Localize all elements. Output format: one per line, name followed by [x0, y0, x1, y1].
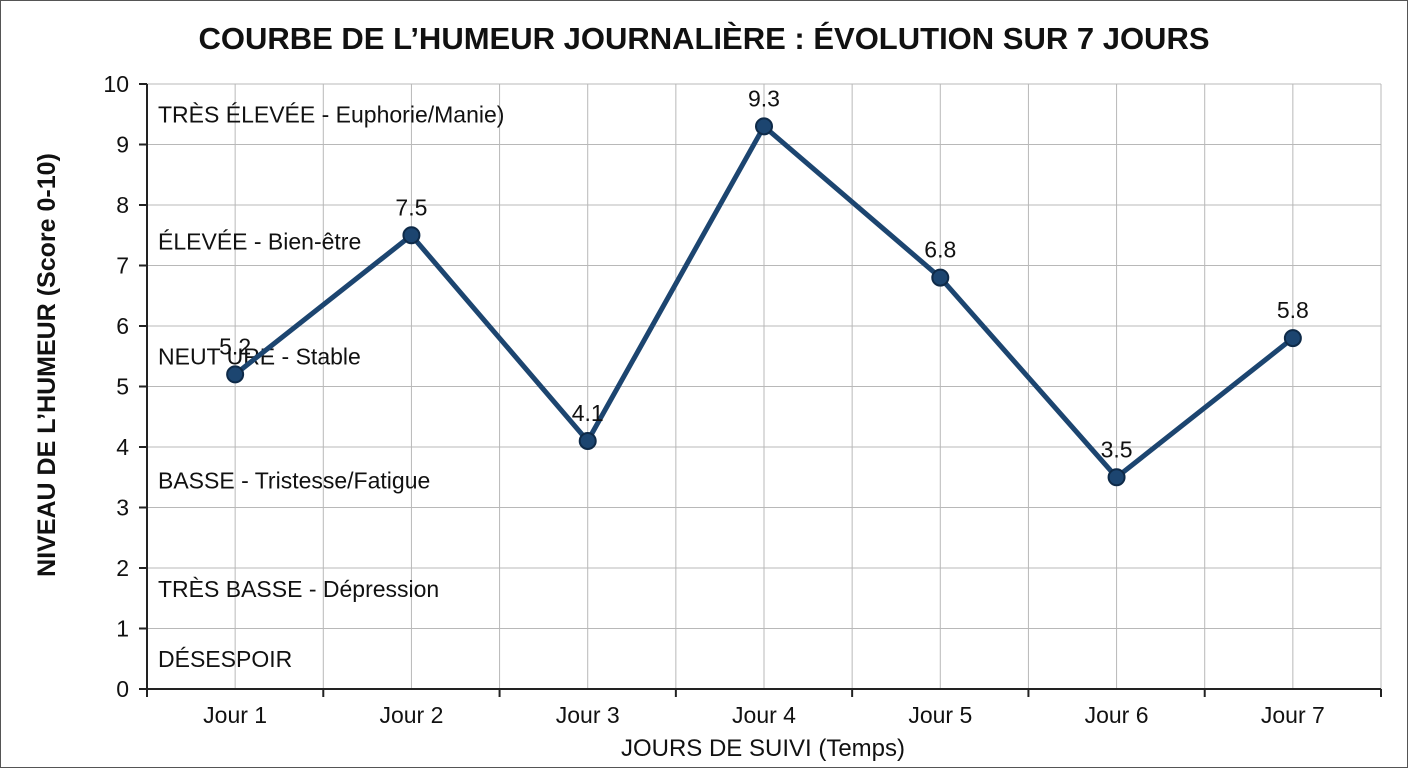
x-tick-label: Jour 6 [1085, 702, 1149, 728]
x-tick-label: Jour 3 [556, 702, 620, 728]
zone-label: TRÈS ÉLEVÉE - Euphorie/Manie) [158, 101, 504, 127]
y-tick-label: 0 [116, 676, 129, 702]
data-point [931, 268, 950, 287]
y-tick-label: 8 [116, 192, 129, 218]
data-point [226, 365, 245, 384]
zone-label: BASSE - Tristesse/Fatigue [158, 467, 430, 493]
y-tick-label: 6 [116, 313, 129, 339]
data-label: 7.5 [395, 194, 427, 220]
zone-label: TRÈS BASSE - Dépression [158, 576, 439, 602]
y-tick-label: 4 [116, 434, 129, 460]
data-point [1283, 329, 1302, 348]
zone-label: DÉSESPOIR [158, 646, 292, 672]
data-point [755, 117, 773, 136]
x-tick-label: Jour 2 [379, 702, 443, 728]
data-point [402, 226, 421, 245]
x-axis-title: JOURS DE SUIVI (Temps) [621, 735, 905, 762]
y-axis-title: NIVEAU DE L’HUMEUR (Score 0-10) [33, 153, 61, 577]
y-tick-label: 10 [103, 71, 129, 97]
x-tick-label: Jour 7 [1261, 702, 1325, 728]
y-tick-label: 7 [116, 253, 129, 279]
y-tick-label: 1 [116, 616, 129, 642]
y-tick-label: 2 [116, 555, 129, 581]
chart-title: COURBE DE L’HUMEUR JOURNALIÈRE : ÉVOLUTI… [198, 21, 1209, 56]
series-mood [226, 117, 1302, 487]
zone-label: ÉLEVÉE - Bien-être [158, 228, 361, 254]
y-tick-label: 5 [116, 374, 129, 400]
data-label: 3.5 [1101, 436, 1133, 462]
data-label: 9.3 [748, 85, 780, 111]
data-labels: 5.2 7.5 4.1 9.3 6.8 3.5 5.8 [219, 85, 1309, 462]
data-label: 5.2 [219, 333, 251, 359]
data-label: 6.8 [924, 237, 956, 263]
x-tick-label: Jour 1 [203, 702, 267, 728]
axes: 0 1 2 3 4 5 6 7 8 9 10 Jour 1 Jour 2 Jour 3 Jour 4 Jour… [103, 71, 1382, 728]
data-point [578, 431, 597, 450]
grid [147, 83, 1382, 690]
y-tick-label: 3 [116, 495, 129, 521]
data-label: 4.1 [572, 400, 604, 426]
data-point [1107, 468, 1126, 487]
data-label: 5.8 [1277, 297, 1309, 323]
x-tick-label: Jour 4 [732, 702, 796, 728]
y-tick-label: 9 [116, 132, 129, 158]
x-tick-label: Jour 5 [908, 702, 972, 728]
